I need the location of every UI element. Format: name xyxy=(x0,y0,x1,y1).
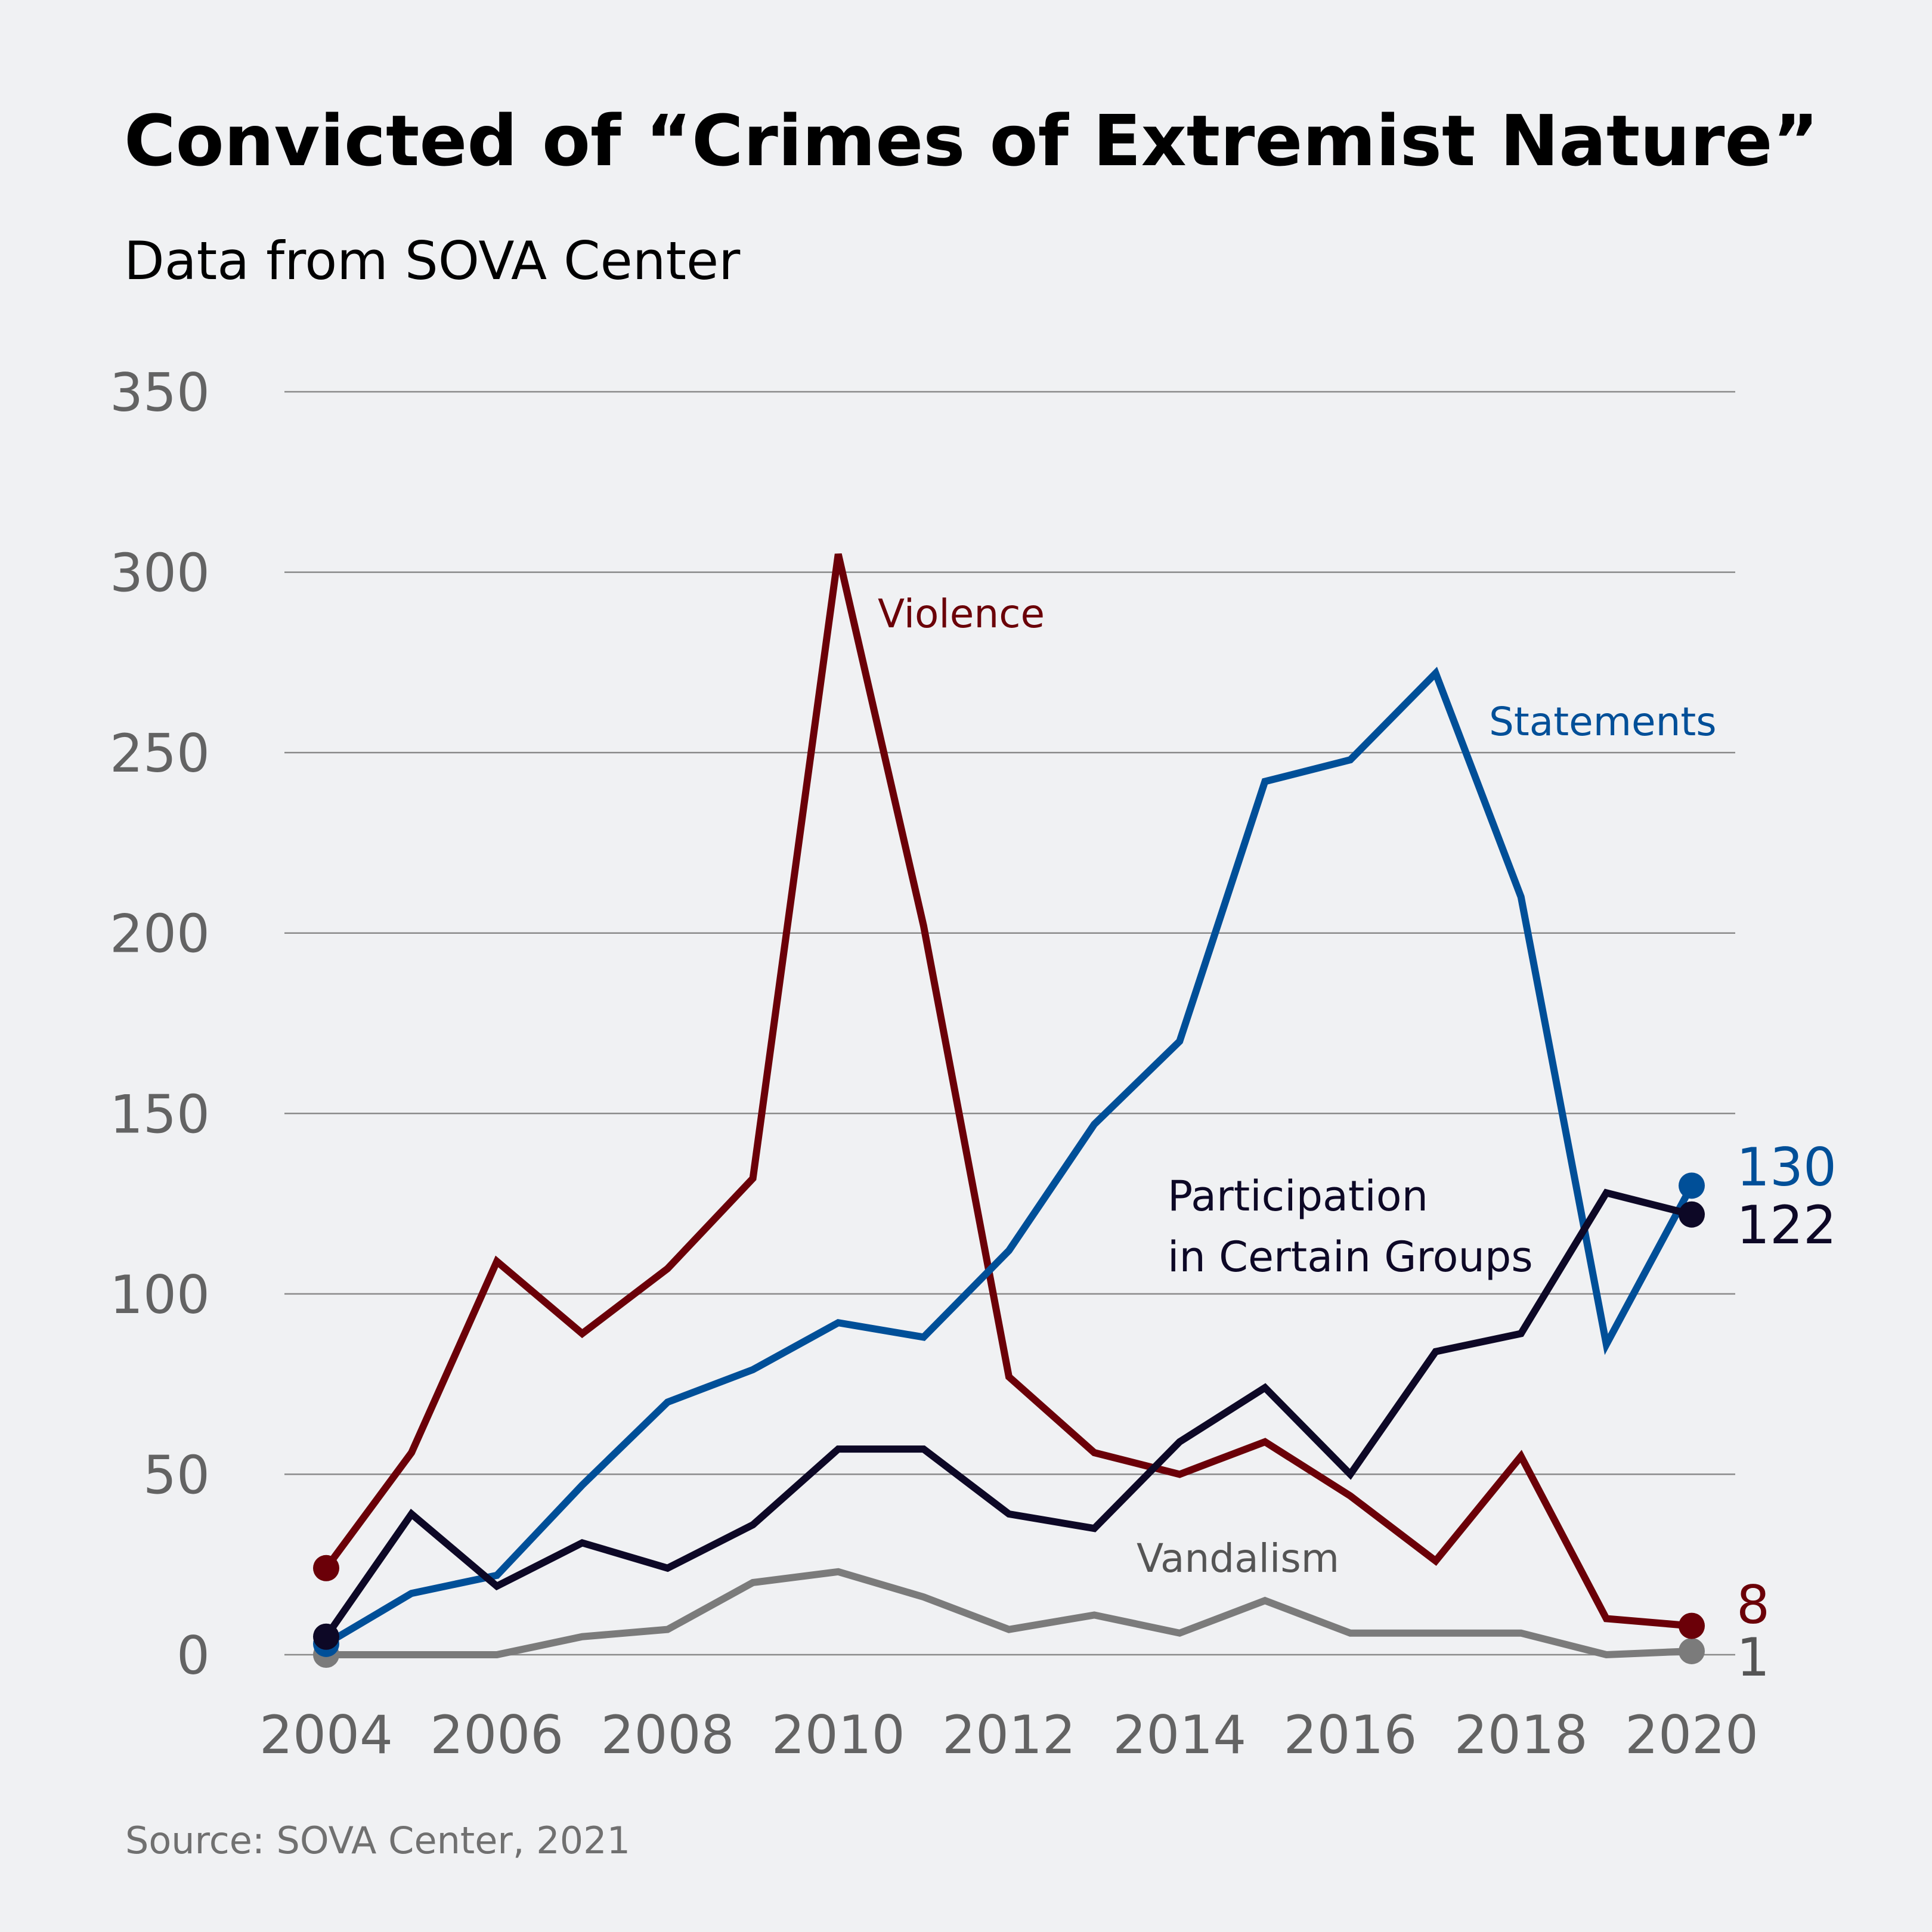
x-tick-label: 2012 xyxy=(942,1704,1076,1766)
data-point-participation-in-certain-groups xyxy=(313,1623,339,1650)
chart-source: Source: SOVA Center, 2021 xyxy=(125,1819,630,1862)
series-statements xyxy=(313,667,1705,1657)
data-point-statements xyxy=(1679,1172,1705,1199)
y-tick-label: 200 xyxy=(110,903,210,965)
x-tick-label: 2018 xyxy=(1454,1704,1588,1766)
series-label-participation-line1: Participation xyxy=(1168,1172,1428,1221)
end-label-vandalism: 1 xyxy=(1736,1627,1770,1688)
end-label-violence: 8 xyxy=(1736,1574,1770,1636)
end-label-participation: 122 xyxy=(1736,1194,1837,1256)
x-tick-label: 2016 xyxy=(1284,1704,1417,1766)
x-tick-label: 2006 xyxy=(430,1704,564,1766)
x-tick-label: 2014 xyxy=(1113,1704,1246,1766)
series-lines xyxy=(313,553,1705,1668)
series-label-vandalism: Vandalism xyxy=(1137,1535,1339,1581)
y-tick-label: 50 xyxy=(143,1444,210,1506)
chart-title: Convicted of “Crimes of Extremist Nature… xyxy=(124,100,1819,182)
x-tick-label: 2004 xyxy=(259,1704,393,1766)
gridlines xyxy=(284,391,1735,1656)
data-point-vandalism xyxy=(1679,1637,1705,1664)
y-tick-label: 300 xyxy=(110,543,210,604)
x-axis-ticks: 2004 2006 2008 2010 2012 2014 2016 2018 2020 xyxy=(259,1704,1758,1766)
series-label-participation-line2: in Certain Groups xyxy=(1168,1233,1533,1281)
series-label-statements: Statements xyxy=(1489,699,1717,745)
series-label-violence: Violence xyxy=(878,591,1045,637)
y-tick-label: 100 xyxy=(110,1264,210,1326)
y-tick-label: 150 xyxy=(110,1083,210,1145)
x-tick-label: 2010 xyxy=(772,1704,905,1766)
series-violence xyxy=(313,553,1705,1639)
x-tick-label: 2008 xyxy=(601,1704,735,1766)
y-tick-label: 250 xyxy=(110,723,210,784)
series-labels: Violence Statements Participation in Cer… xyxy=(878,591,1837,1688)
x-tick-label: 2020 xyxy=(1625,1704,1758,1766)
y-tick-label: 350 xyxy=(110,362,210,423)
y-tick-label: 0 xyxy=(177,1625,210,1686)
chart-subtitle: Data from SOVA Center xyxy=(124,230,741,292)
series-line-violence xyxy=(323,553,1692,1630)
data-point-violence xyxy=(1679,1612,1705,1639)
data-point-participation-in-certain-groups xyxy=(1679,1201,1705,1228)
series-vandalism xyxy=(313,1568,1705,1668)
data-point-violence xyxy=(313,1555,339,1581)
end-label-statements: 130 xyxy=(1736,1137,1837,1198)
series-line-vandalism xyxy=(326,1568,1692,1659)
series-participation-in-certain-groups xyxy=(313,1188,1705,1650)
y-axis-ticks: 0 50 100 150 200 250 300 350 xyxy=(110,362,210,1686)
